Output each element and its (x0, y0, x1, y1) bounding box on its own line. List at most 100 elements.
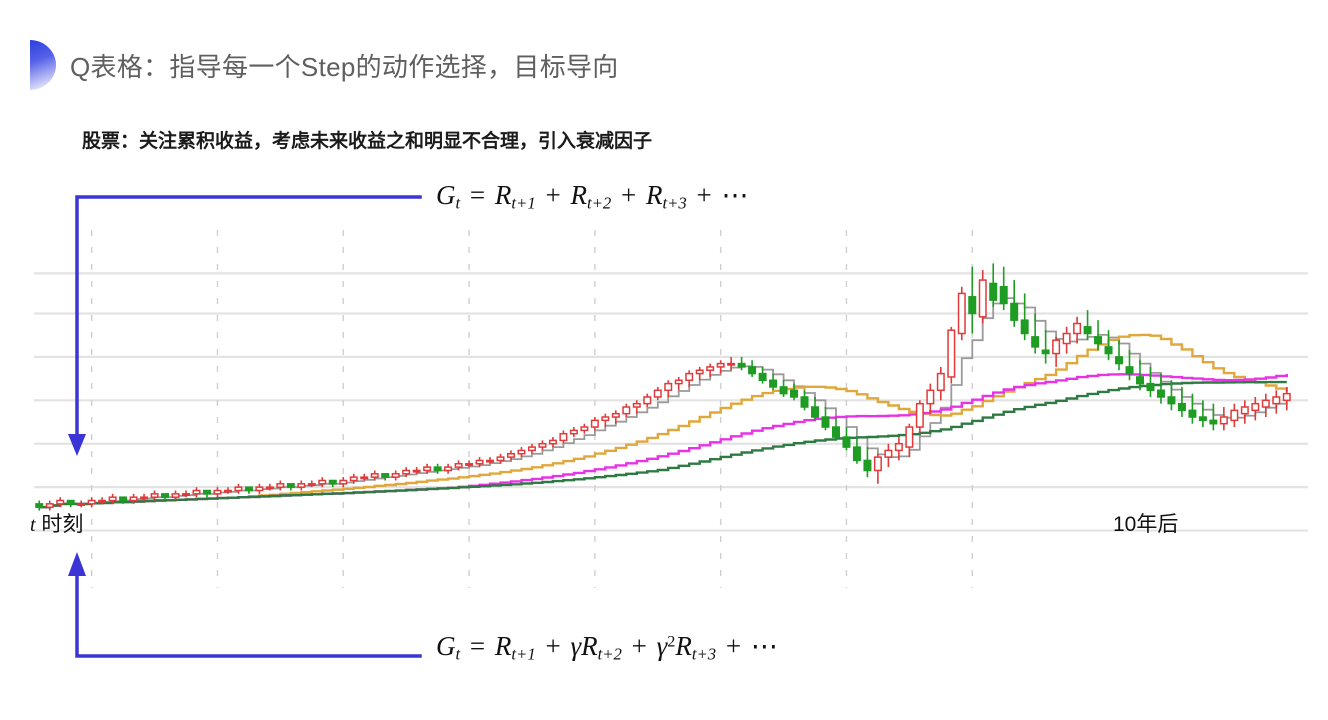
gamma-coefficient: γ (570, 631, 582, 661)
candlestick (1146, 366, 1155, 397)
slide-subtitle: 股票：关注累积收益，考虑未来收益之和明显不合理，引入衰减因子 (82, 131, 653, 152)
candlestick (716, 360, 725, 374)
candlestick (978, 270, 987, 324)
candlestick (863, 447, 872, 478)
candlestick (905, 423, 914, 458)
candlestick (758, 366, 767, 384)
candlestick (1031, 313, 1040, 354)
candlestick (968, 266, 977, 334)
candlestick (632, 400, 641, 414)
candlestick (915, 400, 924, 434)
candlestick (695, 366, 704, 381)
formula-lhs: Gt (436, 631, 461, 664)
candlestick (286, 483, 295, 491)
candlestick (1188, 393, 1197, 424)
candlestick (192, 487, 201, 498)
candlestick (999, 266, 1008, 311)
reward-term: Rt+3 (645, 180, 687, 213)
candlestick (496, 453, 505, 464)
candlestick (601, 413, 610, 428)
reward-term: Rt+1 (494, 631, 536, 664)
page-title: Q表格：指导每一个Step的动作选择，目标导向 (70, 51, 619, 82)
candlestick (779, 380, 788, 397)
candlestick (1251, 396, 1260, 421)
MA-orange (39, 333, 1288, 509)
candlestick (622, 403, 631, 418)
candlestick (947, 326, 956, 384)
candlestick (465, 460, 474, 468)
plus-sign: + (545, 180, 568, 210)
candlestick (349, 473, 358, 484)
MA-gray (39, 297, 1288, 509)
candlestick-chart (0, 222, 1328, 590)
candlestick (800, 390, 809, 411)
candlestick (391, 470, 400, 481)
candlestick (590, 417, 599, 431)
candlestick (1083, 310, 1092, 341)
half-circle-bullet-icon (30, 40, 56, 90)
vertical-gridlines (90, 230, 973, 588)
plus-sign: + (621, 180, 643, 210)
reward-term: Rt+2 (581, 631, 622, 664)
candlestick (811, 396, 820, 421)
label-t-moment: t 时刻 (30, 508, 83, 538)
moving-average-lines (39, 297, 1288, 509)
candlestick (265, 483, 274, 491)
candlestick (1104, 330, 1113, 361)
equals-sign: = (463, 631, 492, 661)
candlestick (244, 486, 253, 494)
candlestick (706, 363, 715, 377)
candlestick (1219, 407, 1228, 431)
reward-term: Rt+3 (675, 631, 717, 664)
candlestick (140, 493, 149, 501)
candlestick (580, 423, 589, 434)
candlestick (506, 450, 515, 461)
candlestick (1073, 316, 1082, 344)
candlestick (842, 427, 851, 451)
candlestick (790, 383, 799, 401)
plus-sign: + (545, 631, 568, 661)
candlestick (538, 440, 547, 451)
candlestick (884, 443, 893, 468)
candlestick (318, 477, 327, 488)
candlestick (1062, 326, 1071, 354)
candlestick (957, 286, 966, 341)
formula-discounted-return: Gt = Rt+1 + γRt+2 + γ2Rt+3 + ⋯ (436, 631, 779, 665)
plus-sign: + (696, 180, 719, 210)
candlestick (1041, 330, 1050, 364)
candlestick (727, 356, 736, 371)
label-after-ten-years: 10年后 (1113, 513, 1179, 536)
candlestick (1198, 400, 1207, 428)
candlestick (402, 467, 411, 478)
candlestick (643, 393, 652, 407)
candlestick (1020, 293, 1029, 341)
candlestick (56, 497, 65, 508)
candlestick (444, 463, 453, 474)
chart-canvas (34, 230, 1308, 588)
candlestick (1282, 386, 1291, 411)
candlestick (1240, 400, 1249, 424)
candlestick (328, 479, 337, 488)
candlestick (161, 493, 170, 501)
candlestick (748, 360, 757, 377)
candlestick (98, 497, 107, 504)
candlestick (1209, 403, 1218, 431)
candlestick (150, 490, 159, 501)
candlestick (223, 487, 232, 494)
candlestick (559, 430, 568, 444)
candlestick (1052, 336, 1061, 367)
candlestick (255, 483, 264, 494)
MA-green (39, 380, 1287, 509)
candlestick (475, 457, 484, 468)
candlestick (234, 483, 243, 494)
candlestick (370, 470, 379, 481)
candlestick (769, 373, 778, 391)
plus-sign: + (631, 631, 654, 661)
candlestick (202, 489, 211, 498)
candlestick (433, 463, 442, 474)
candlestick (611, 410, 620, 424)
candlestick (1094, 320, 1103, 351)
candlestick (35, 500, 44, 511)
candlestick (653, 386, 662, 401)
equals-sign: = (463, 180, 492, 210)
